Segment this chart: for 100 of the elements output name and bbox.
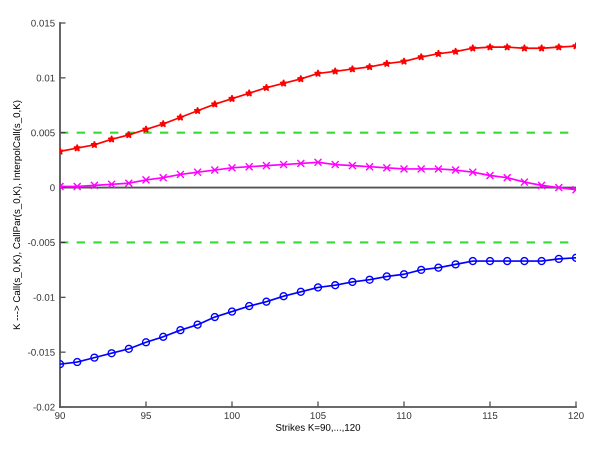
point <box>434 263 443 272</box>
point <box>331 281 340 290</box>
point <box>348 64 356 73</box>
y-tick-label: 0.005 <box>31 129 55 136</box>
point <box>228 307 236 316</box>
point <box>400 270 408 278</box>
point <box>348 161 357 170</box>
point <box>365 162 374 171</box>
point <box>314 158 322 167</box>
point <box>554 254 563 264</box>
point <box>176 113 184 121</box>
point <box>537 181 546 190</box>
point <box>245 162 254 171</box>
point <box>434 50 442 58</box>
point <box>228 94 236 102</box>
point <box>90 140 98 148</box>
point <box>280 79 288 87</box>
x-tick-label: 100 <box>224 412 240 419</box>
point <box>417 164 426 174</box>
point <box>314 69 322 77</box>
x-tick-label: 90 <box>55 412 66 419</box>
y-tick-label: -0.005 <box>28 239 55 246</box>
point <box>194 106 202 114</box>
point <box>331 160 340 169</box>
point <box>296 159 305 168</box>
point <box>142 125 150 133</box>
point <box>400 57 408 65</box>
y-tick-label: 0.01 <box>36 74 55 82</box>
point <box>228 164 236 172</box>
point <box>296 74 305 82</box>
point <box>73 358 82 366</box>
y-tick-label: 0 <box>50 184 55 192</box>
point <box>486 42 494 51</box>
point <box>90 181 99 190</box>
point <box>262 84 270 92</box>
point <box>124 130 133 138</box>
point <box>503 256 512 266</box>
point <box>382 164 391 172</box>
x-tick-label: 95 <box>141 412 151 419</box>
point <box>159 174 168 182</box>
point <box>451 166 460 174</box>
point <box>107 349 116 358</box>
point <box>366 62 374 70</box>
point <box>245 89 254 97</box>
point <box>210 166 219 174</box>
point <box>108 135 116 143</box>
point <box>73 182 82 191</box>
point <box>400 164 408 174</box>
point <box>503 42 512 51</box>
point <box>90 353 99 362</box>
point <box>142 338 150 346</box>
x-axis-title: Strikes K=90,...,120 <box>276 424 360 432</box>
point <box>193 320 202 329</box>
point <box>365 276 374 284</box>
point <box>452 47 460 56</box>
point <box>262 298 271 306</box>
x-tick-label: 115 <box>482 412 498 419</box>
point <box>468 256 477 266</box>
x-tick-label: 120 <box>568 412 584 419</box>
point <box>176 326 185 334</box>
point <box>210 312 219 322</box>
point <box>382 59 391 68</box>
point <box>451 260 460 269</box>
point <box>538 44 546 52</box>
x-tick-label: 110 <box>396 412 412 419</box>
x-tick-label: 105 <box>310 412 326 419</box>
point <box>262 161 271 170</box>
point <box>159 120 168 128</box>
point <box>193 168 202 176</box>
point <box>107 180 116 188</box>
point <box>417 52 426 61</box>
point <box>314 283 322 292</box>
point <box>176 170 185 179</box>
point <box>486 171 494 180</box>
point <box>159 332 168 341</box>
point <box>554 42 563 51</box>
point <box>554 183 563 192</box>
point <box>245 302 254 310</box>
y-tick-label: -0.01 <box>33 294 55 301</box>
point <box>382 272 391 281</box>
point <box>520 256 529 266</box>
y-tick-label: -0.02 <box>33 404 55 411</box>
point <box>486 256 494 266</box>
point <box>279 292 288 300</box>
point <box>279 160 288 169</box>
y-tick-label: 0.015 <box>31 20 55 27</box>
point <box>124 344 133 354</box>
point <box>434 164 443 174</box>
point <box>520 178 529 186</box>
point <box>520 44 528 52</box>
point <box>73 144 82 152</box>
point <box>503 174 512 182</box>
point <box>210 100 219 108</box>
point <box>417 266 426 274</box>
point <box>124 179 133 188</box>
point <box>348 278 357 286</box>
point <box>296 288 305 296</box>
y-axis-title: K ---> Call(s_0,K), CallPar(s_0,K), InterpolCall(s_0,K) <box>12 100 22 330</box>
point <box>331 67 340 75</box>
point <box>537 256 546 266</box>
